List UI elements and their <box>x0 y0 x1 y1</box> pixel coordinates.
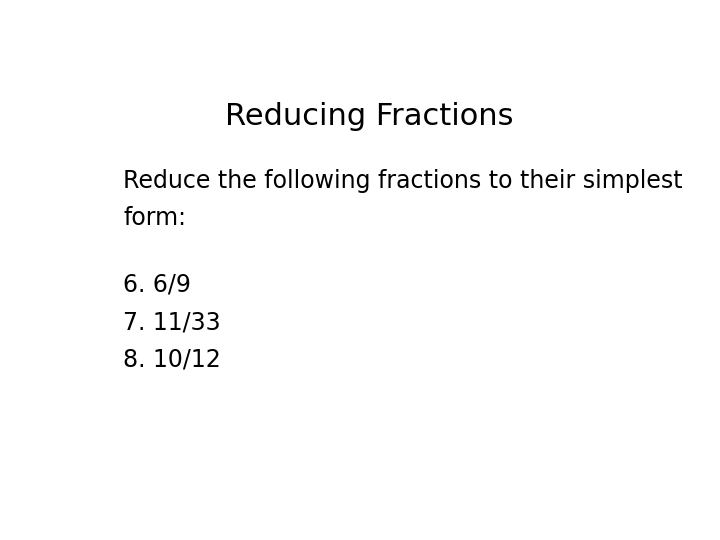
Text: Reducing Fractions: Reducing Fractions <box>225 102 513 131</box>
Text: 7. 11/33: 7. 11/33 <box>124 310 221 334</box>
Text: 8. 10/12: 8. 10/12 <box>124 348 221 372</box>
Text: Reduce the following fractions to their simplest: Reduce the following fractions to their … <box>124 168 683 193</box>
Text: form:: form: <box>124 206 186 230</box>
Text: 6. 6/9: 6. 6/9 <box>124 273 192 296</box>
